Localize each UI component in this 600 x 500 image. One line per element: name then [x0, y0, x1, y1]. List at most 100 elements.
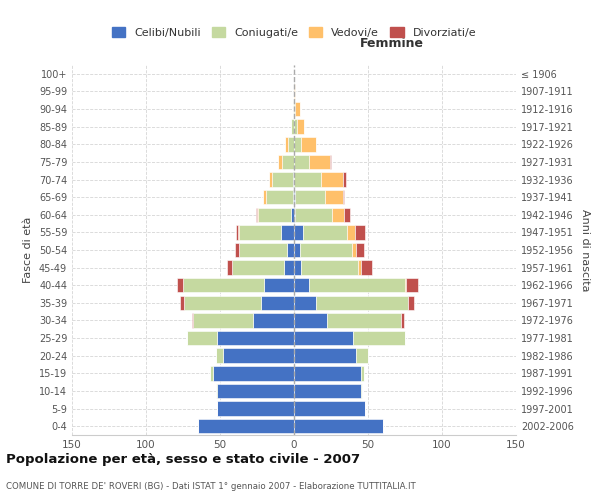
- Bar: [187, 331, 217, 345]
- Bar: [406, 278, 418, 292]
- Bar: [236, 225, 238, 240]
- Bar: [294, 208, 295, 222]
- Bar: [217, 384, 294, 398]
- Bar: [332, 208, 344, 222]
- Bar: [282, 154, 294, 169]
- Bar: [294, 402, 365, 416]
- Bar: [309, 278, 405, 292]
- Bar: [347, 225, 355, 240]
- Text: Femmine: Femmine: [359, 37, 424, 50]
- Bar: [215, 384, 217, 398]
- Bar: [356, 243, 364, 257]
- Bar: [293, 190, 294, 204]
- Bar: [343, 172, 346, 186]
- Bar: [294, 84, 295, 98]
- Bar: [193, 314, 253, 328]
- Bar: [353, 331, 405, 345]
- Bar: [294, 384, 361, 398]
- Bar: [408, 296, 414, 310]
- Bar: [239, 225, 281, 240]
- Bar: [284, 260, 294, 275]
- Bar: [291, 120, 294, 134]
- Bar: [309, 154, 329, 169]
- Bar: [329, 154, 331, 169]
- Bar: [361, 260, 373, 275]
- Bar: [294, 419, 383, 434]
- Bar: [295, 102, 300, 117]
- Bar: [293, 172, 294, 186]
- Bar: [294, 172, 320, 186]
- Bar: [294, 120, 297, 134]
- Bar: [301, 260, 358, 275]
- Bar: [259, 208, 291, 222]
- Bar: [294, 296, 316, 310]
- Bar: [320, 172, 343, 186]
- Bar: [265, 278, 294, 292]
- Bar: [294, 225, 303, 240]
- Bar: [291, 208, 294, 222]
- Bar: [343, 190, 344, 204]
- Bar: [212, 366, 294, 380]
- Bar: [361, 366, 364, 380]
- Bar: [262, 296, 294, 310]
- Bar: [294, 154, 309, 169]
- Text: Popolazione per età, sesso e stato civile - 2007: Popolazione per età, sesso e stato civil…: [6, 452, 360, 466]
- Bar: [405, 278, 406, 292]
- Bar: [281, 225, 294, 240]
- Bar: [293, 102, 294, 117]
- Bar: [272, 172, 293, 186]
- Bar: [294, 243, 300, 257]
- Y-axis label: Fasce di età: Fasce di età: [23, 217, 33, 283]
- Legend: Celibi/Nubili, Coniugati/e, Vedovi/e, Divorziati/e: Celibi/Nubili, Coniugati/e, Vedovi/e, Di…: [107, 22, 481, 42]
- Bar: [344, 208, 350, 222]
- Bar: [266, 190, 293, 204]
- Bar: [355, 225, 365, 240]
- Bar: [223, 348, 294, 363]
- Bar: [326, 314, 401, 328]
- Bar: [301, 137, 316, 152]
- Bar: [294, 278, 309, 292]
- Bar: [294, 137, 301, 152]
- Bar: [217, 402, 294, 416]
- Bar: [285, 137, 288, 152]
- Bar: [263, 190, 266, 204]
- Bar: [239, 243, 287, 257]
- Bar: [294, 314, 326, 328]
- Bar: [294, 348, 356, 363]
- Bar: [215, 348, 223, 363]
- Bar: [356, 348, 368, 363]
- Bar: [253, 314, 294, 328]
- Bar: [316, 296, 408, 310]
- Bar: [297, 120, 304, 134]
- Bar: [352, 243, 356, 257]
- Bar: [235, 243, 239, 257]
- Bar: [180, 296, 184, 310]
- Bar: [294, 260, 301, 275]
- Bar: [325, 190, 343, 204]
- Bar: [287, 243, 294, 257]
- Bar: [217, 331, 294, 345]
- Bar: [238, 225, 239, 240]
- Bar: [358, 260, 361, 275]
- Bar: [300, 243, 352, 257]
- Bar: [295, 208, 332, 222]
- Bar: [294, 366, 361, 380]
- Bar: [361, 384, 362, 398]
- Bar: [294, 102, 295, 117]
- Bar: [209, 366, 212, 380]
- Bar: [401, 314, 404, 328]
- Bar: [294, 331, 353, 345]
- Bar: [227, 260, 232, 275]
- Bar: [278, 154, 282, 169]
- Bar: [256, 208, 257, 222]
- Bar: [177, 278, 183, 292]
- Bar: [183, 278, 265, 292]
- Bar: [303, 225, 347, 240]
- Bar: [192, 314, 193, 328]
- Y-axis label: Anni di nascita: Anni di nascita: [580, 209, 590, 291]
- Bar: [257, 208, 259, 222]
- Bar: [232, 260, 284, 275]
- Bar: [198, 419, 294, 434]
- Bar: [295, 190, 325, 204]
- Text: COMUNE DI TORRE DE' ROVERI (BG) - Dati ISTAT 1° gennaio 2007 - Elaborazione TUTT: COMUNE DI TORRE DE' ROVERI (BG) - Dati I…: [6, 482, 416, 491]
